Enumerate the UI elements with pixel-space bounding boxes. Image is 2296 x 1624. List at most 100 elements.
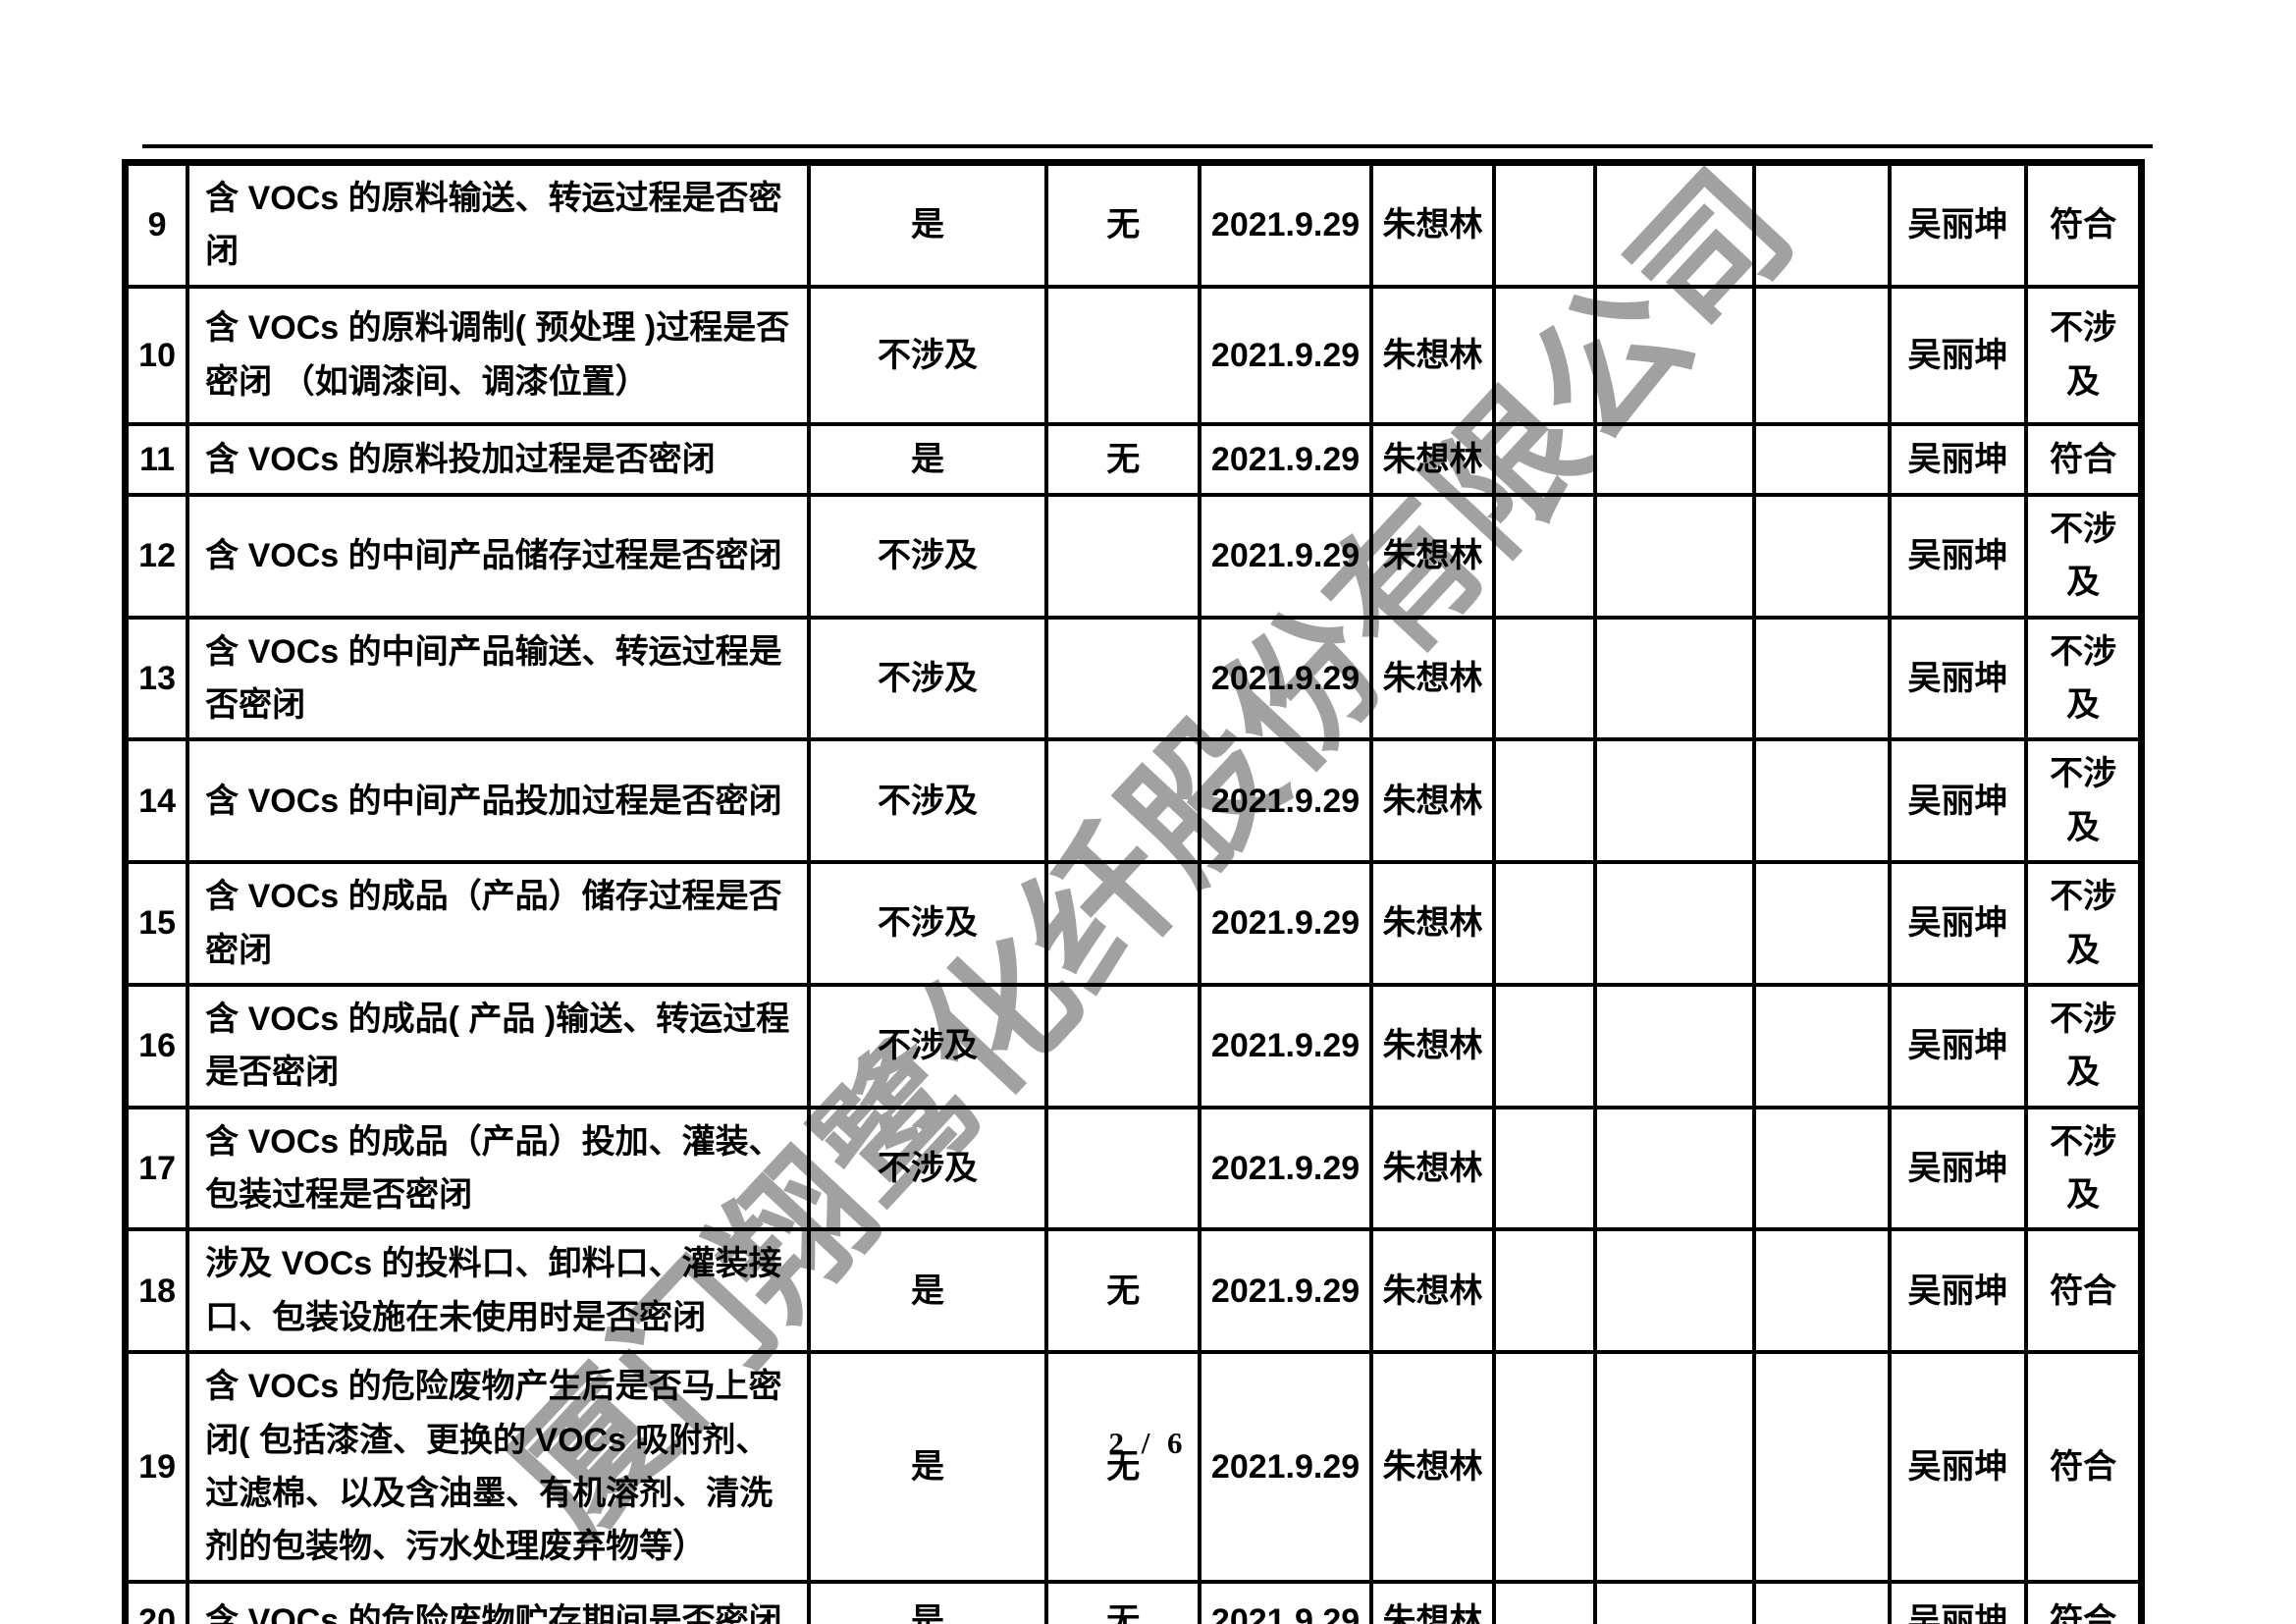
date-cell: 2021.9.29: [1198, 860, 1373, 987]
header-divider-rule: [142, 144, 2153, 148]
row-number-cell: 15: [123, 860, 190, 987]
conclusion-cell: 符合: [2024, 1350, 2144, 1584]
reviewer-cell: 吴丽坤: [1887, 492, 2029, 620]
answer-cell: 不涉及: [806, 492, 1049, 620]
date-cell: 2021.9.29: [1198, 615, 1373, 742]
table-row: 19 含 VOCs 的危险废物产生后是否马上密闭( 包括漆渣、更换的 VOCs …: [123, 1350, 2144, 1584]
problem-cell: 无: [1044, 1350, 1202, 1584]
inspector-cell: 朱想林: [1368, 492, 1497, 620]
conclusion-cell: 不涉及: [2024, 737, 2144, 865]
inspection-item-cell: 含 VOCs 的中间产品投加过程是否密闭: [186, 737, 811, 865]
table-row: 14 含 VOCs 的中间产品投加过程是否密闭 不涉及 2021.9.29 朱想…: [123, 737, 2144, 865]
table-row: 15 含 VOCs 的成品（产品）储存过程是否密闭 不涉及 2021.9.29 …: [123, 860, 2144, 987]
row-number-cell: 13: [123, 615, 190, 742]
date-cell: 2021.9.29: [1198, 1105, 1373, 1232]
table-row: 10 含 VOCs 的原料调制( 预处理 )过程是否密闭 （如调漆间、调漆位置）…: [123, 284, 2144, 426]
page-number: 2 / 6: [1108, 1426, 1188, 1460]
blank-cell-2: [1592, 492, 1757, 620]
answer-cell: 是: [806, 1227, 1049, 1355]
date-cell: 2021.9.29: [1198, 982, 1373, 1110]
blank-cell-2: [1592, 1227, 1757, 1355]
blank-cell-3: [1752, 284, 1892, 426]
problem-cell: [1044, 284, 1202, 426]
inspector-cell: 朱想林: [1368, 737, 1497, 865]
answer-cell: 是: [806, 1579, 1049, 1624]
problem-cell: 无: [1044, 1579, 1202, 1624]
problem-cell: [1044, 982, 1202, 1110]
table-row: 20 含 VOCs 的危险废物贮存期间是否密闭 是 无 2021.9.29 朱想…: [123, 1579, 2144, 1624]
reviewer-cell: 吴丽坤: [1887, 284, 2029, 426]
blank-cell-1: [1492, 982, 1597, 1110]
blank-cell-1: [1492, 1350, 1597, 1584]
table-row: 16 含 VOCs 的成品( 产品 )输送、转运过程是否密闭 不涉及 2021.…: [123, 982, 2144, 1110]
date-cell: 2021.9.29: [1198, 160, 1373, 289]
blank-cell-1: [1492, 421, 1597, 497]
inspection-item-cell: 含 VOCs 的原料输送、转运过程是否密闭: [186, 160, 811, 289]
blank-cell-2: [1592, 737, 1757, 865]
inspection-item-cell: 含 VOCs 的中间产品储存过程是否密闭: [186, 492, 811, 620]
blank-cell-1: [1492, 284, 1597, 426]
row-number-cell: 12: [123, 492, 190, 620]
blank-cell-1: [1492, 860, 1597, 987]
date-cell: 2021.9.29: [1198, 421, 1373, 497]
blank-cell-3: [1752, 160, 1892, 289]
date-cell: 2021.9.29: [1198, 492, 1373, 620]
date-cell: 2021.9.29: [1198, 1227, 1373, 1355]
date-cell: 2021.9.29: [1198, 1350, 1373, 1584]
inspection-item-cell: 含 VOCs 的原料投加过程是否密闭: [186, 421, 811, 497]
inspector-cell: 朱想林: [1368, 1579, 1497, 1624]
blank-cell-2: [1592, 1105, 1757, 1232]
inspector-cell: 朱想林: [1368, 160, 1497, 289]
inspection-item-cell: 含 VOCs 的危险废物产生后是否马上密闭( 包括漆渣、更换的 VOCs 吸附剂…: [186, 1350, 811, 1584]
blank-cell-2: [1592, 284, 1757, 426]
blank-cell-2: [1592, 982, 1757, 1110]
row-number-cell: 14: [123, 737, 190, 865]
reviewer-cell: 吴丽坤: [1887, 1350, 2029, 1584]
blank-cell-3: [1752, 860, 1892, 987]
problem-cell: [1044, 1105, 1202, 1232]
inspector-cell: 朱想林: [1368, 1227, 1497, 1355]
reviewer-cell: 吴丽坤: [1887, 615, 2029, 742]
conclusion-cell: 符合: [2024, 160, 2144, 289]
inspection-checklist-table: 9 含 VOCs 的原料输送、转运过程是否密闭 是 无 2021.9.29 朱想…: [122, 159, 2145, 1624]
inspection-item-cell: 含 VOCs 的中间产品输送、转运过程是否密闭: [186, 615, 811, 742]
blank-cell-3: [1752, 1105, 1892, 1232]
row-number-cell: 17: [123, 1105, 190, 1232]
reviewer-cell: 吴丽坤: [1887, 1227, 2029, 1355]
inspector-cell: 朱想林: [1368, 615, 1497, 742]
table-row: 18 涉及 VOCs 的投料口、卸料口、灌装接口、包装设施在未使用时是否密闭 是…: [123, 1227, 2144, 1355]
answer-cell: 不涉及: [806, 737, 1049, 865]
answer-cell: 是: [806, 1350, 1049, 1584]
answer-cell: 不涉及: [806, 982, 1049, 1110]
conclusion-cell: 符合: [2024, 421, 2144, 497]
reviewer-cell: 吴丽坤: [1887, 1105, 2029, 1232]
inspection-item-cell: 含 VOCs 的成品（产品）储存过程是否密闭: [186, 860, 811, 987]
table-row: 11 含 VOCs 的原料投加过程是否密闭 是 无 2021.9.29 朱想林 …: [123, 421, 2144, 497]
reviewer-cell: 吴丽坤: [1887, 1579, 2029, 1624]
blank-cell-2: [1592, 160, 1757, 289]
answer-cell: 是: [806, 160, 1049, 289]
date-cell: 2021.9.29: [1198, 737, 1373, 865]
row-number-cell: 11: [123, 421, 190, 497]
inspection-item-cell: 含 VOCs 的危险废物贮存期间是否密闭: [186, 1579, 811, 1624]
reviewer-cell: 吴丽坤: [1887, 982, 2029, 1110]
inspector-cell: 朱想林: [1368, 1105, 1497, 1232]
blank-cell-3: [1752, 1579, 1892, 1624]
reviewer-cell: 吴丽坤: [1887, 737, 2029, 865]
blank-cell-2: [1592, 860, 1757, 987]
conclusion-cell: 不涉及: [2024, 615, 2144, 742]
problem-cell: 无: [1044, 421, 1202, 497]
reviewer-cell: 吴丽坤: [1887, 421, 2029, 497]
blank-cell-2: [1592, 1579, 1757, 1624]
blank-cell-3: [1752, 982, 1892, 1110]
conclusion-cell: 不涉及: [2024, 1105, 2144, 1232]
conclusion-cell: 不涉及: [2024, 284, 2144, 426]
answer-cell: 不涉及: [806, 1105, 1049, 1232]
blank-cell-2: [1592, 421, 1757, 497]
inspection-item-cell: 涉及 VOCs 的投料口、卸料口、灌装接口、包装设施在未使用时是否密闭: [186, 1227, 811, 1355]
table-row: 13 含 VOCs 的中间产品输送、转运过程是否密闭 不涉及 2021.9.29…: [123, 615, 2144, 742]
blank-cell-3: [1752, 737, 1892, 865]
inspector-cell: 朱想林: [1368, 284, 1497, 426]
blank-cell-3: [1752, 615, 1892, 742]
inspection-item-cell: 含 VOCs 的成品( 产品 )输送、转运过程是否密闭: [186, 982, 811, 1110]
